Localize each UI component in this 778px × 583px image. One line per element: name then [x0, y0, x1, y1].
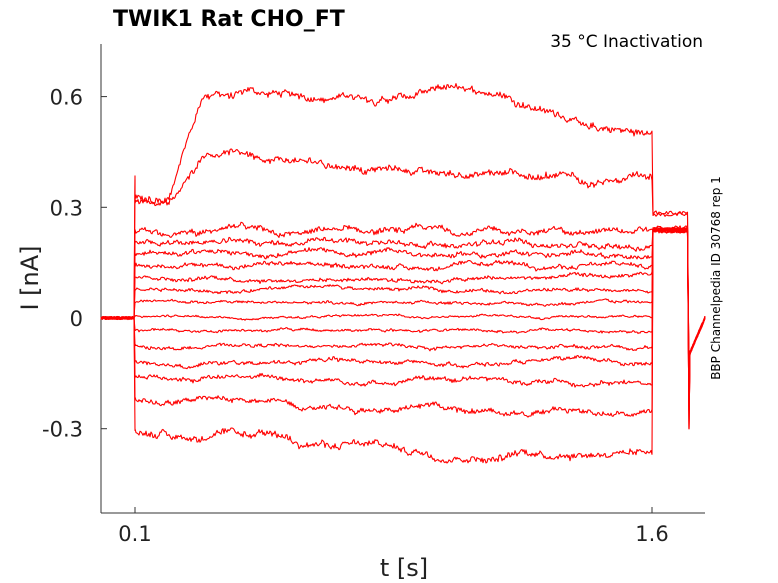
chart-subtitle: 35 °C Inactivation: [550, 32, 703, 52]
current-trace: [100, 227, 706, 393]
x-tick-label: 0.1: [118, 522, 151, 546]
current-trace: [100, 227, 706, 430]
current-trace: [100, 227, 706, 393]
traces: [100, 83, 706, 464]
ticks: 0.1 1.6 -0.3 0 0.3 0.6: [42, 86, 669, 546]
current-trace: [100, 225, 706, 411]
current-trace: [100, 228, 706, 430]
axes: [100, 44, 705, 514]
x-tick-label: 1.6: [635, 522, 668, 546]
y-tick-label: 0.6: [50, 86, 83, 110]
y-axis-label: I [nA]: [16, 245, 44, 310]
x-axis-label: t [s]: [380, 554, 428, 582]
current-trace: [100, 228, 706, 464]
current-trace: [100, 228, 706, 374]
y-tick-label: 0: [70, 307, 83, 331]
chart-title: TWIK1 Rat CHO_FT: [113, 7, 345, 32]
side-label: BBP Channelpedia ID 30768 rep 1: [709, 176, 723, 380]
y-tick-label: -0.3: [42, 418, 83, 442]
current-trace: [100, 227, 706, 411]
current-trace: [100, 227, 706, 430]
current-trace: [100, 228, 706, 374]
y-tick-label: 0.3: [50, 196, 83, 220]
current-trace: [100, 221, 706, 411]
current-trace: [100, 148, 706, 393]
current-trace: [100, 228, 706, 393]
current-trace: [100, 227, 706, 418]
current-trace: [100, 227, 706, 374]
current-trace: [100, 83, 706, 374]
